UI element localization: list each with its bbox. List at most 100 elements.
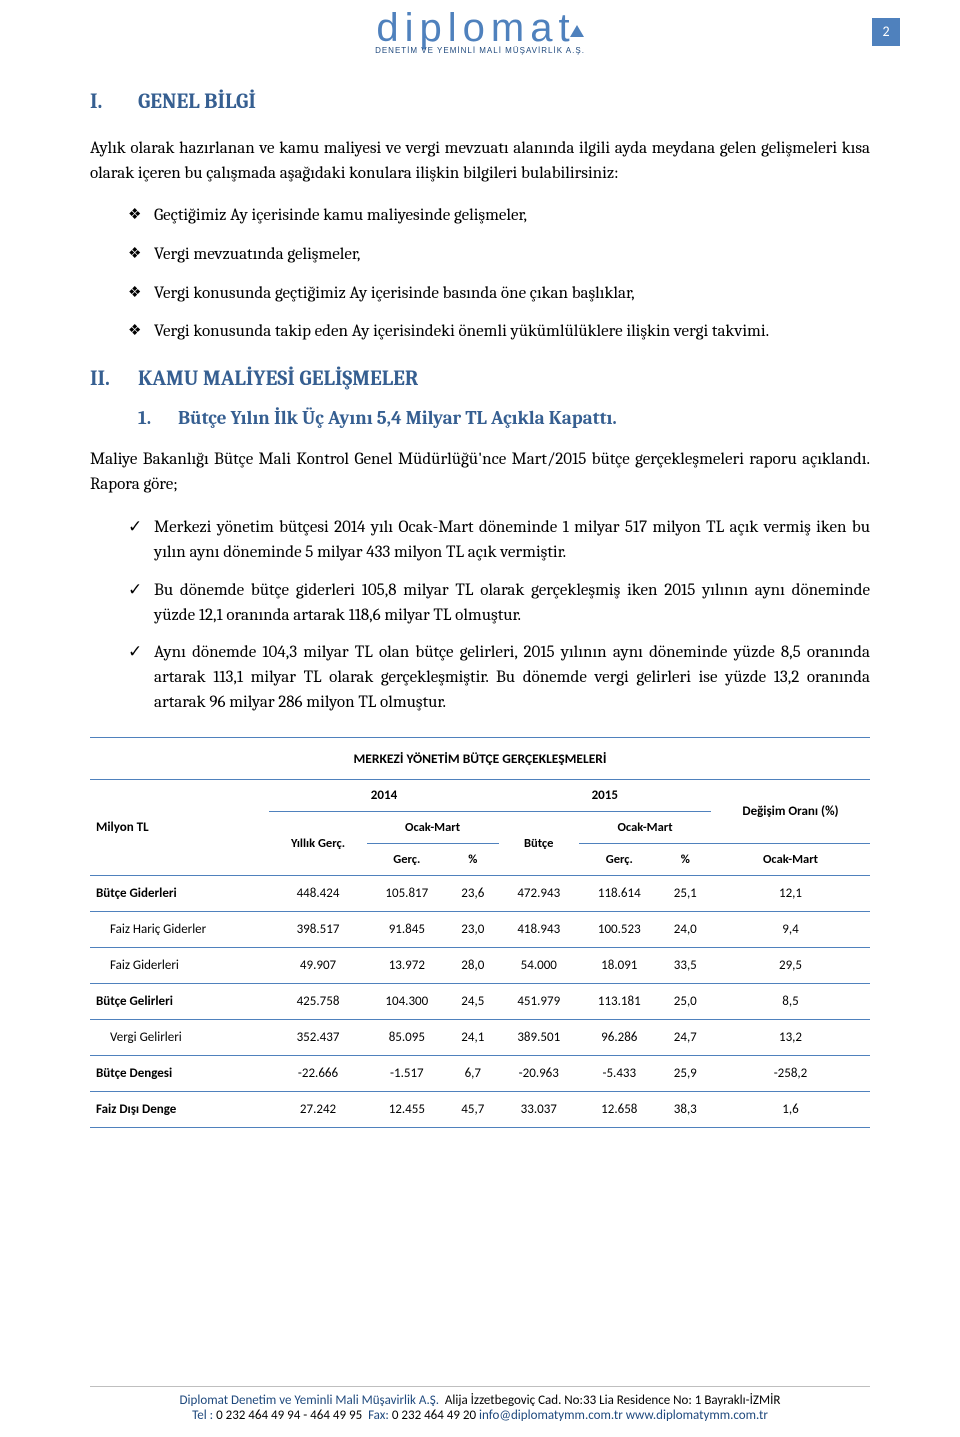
table-cell: 104.300 bbox=[367, 984, 448, 1020]
table-row-label: Vergi Gelirleri bbox=[90, 1020, 269, 1056]
table-cell: 24,7 bbox=[660, 1020, 711, 1056]
table-unit: Milyon TL bbox=[90, 780, 269, 876]
diamond-icon: ❖ bbox=[128, 243, 154, 265]
table-cell: 45,7 bbox=[447, 1092, 498, 1128]
footer-line-2: Tel : 0 232 464 49 94 - 464 49 95 Fax: 0… bbox=[0, 1408, 960, 1423]
section-1-number: I. bbox=[90, 90, 138, 114]
table-cell: 6,7 bbox=[447, 1056, 498, 1092]
table-row-label: Bütçe Giderleri bbox=[90, 876, 269, 912]
table-row: Bütçe Gelirleri425.758104.30024,5451.979… bbox=[90, 984, 870, 1020]
table-cell: 24,1 bbox=[447, 1020, 498, 1056]
table-col-gerc-2015: Gerç. bbox=[579, 844, 660, 876]
table-cell: 13,2 bbox=[711, 1020, 870, 1056]
logo-brand: diplomat bbox=[376, 8, 575, 48]
section-2-para: Maliye Bakanlığı Bütçe Mali Kontrol Gene… bbox=[90, 447, 870, 497]
table-cell: 12.455 bbox=[367, 1092, 448, 1128]
check-text: Bu dönemde bütçe giderleri 105,8 milyar … bbox=[154, 578, 870, 628]
table-cell: 418.943 bbox=[499, 912, 580, 948]
table-cell: 18.091 bbox=[579, 948, 660, 984]
table-row-label: Faiz Dışı Denge bbox=[90, 1092, 269, 1128]
table-cell: -5.433 bbox=[579, 1056, 660, 1092]
table-cell: 91.845 bbox=[367, 912, 448, 948]
table-cell: 27.242 bbox=[269, 1092, 366, 1128]
table-year-2014: 2014 bbox=[269, 780, 498, 812]
table-cell: 9,4 bbox=[711, 912, 870, 948]
table-cell: 389.501 bbox=[499, 1020, 580, 1056]
table-cell: 23,6 bbox=[447, 876, 498, 912]
table-row: Bütçe Giderleri448.424105.81723,6472.943… bbox=[90, 876, 870, 912]
table-year-2015: 2015 bbox=[499, 780, 711, 812]
table-cell: 113.181 bbox=[579, 984, 660, 1020]
table-cell: 1,6 bbox=[711, 1092, 870, 1128]
page-content: I.GENEL BİLGİ Aylık olarak hazırlanan ve… bbox=[90, 90, 870, 1128]
subsection-heading: 1.Bütçe Yılın İlk Üç Ayını 5,4 Milyar TL… bbox=[138, 407, 870, 429]
table-cell: 13.972 bbox=[367, 948, 448, 984]
check-list: ✓Merkezi yönetim bütçesi 2014 yılı Ocak-… bbox=[128, 515, 870, 715]
table-cell: 451.979 bbox=[499, 984, 580, 1020]
section-1-heading: I.GENEL BİLGİ bbox=[90, 90, 870, 114]
subsection-title: Bütçe Yılın İlk Üç Ayını 5,4 Milyar TL A… bbox=[178, 407, 617, 429]
budget-table: MERKEZİ YÖNETİM BÜTÇE GERÇEKLEŞMELERİ Mi… bbox=[90, 737, 870, 1128]
table-cell: 12,1 bbox=[711, 876, 870, 912]
table-cell: 12.658 bbox=[579, 1092, 660, 1128]
table-cell: 8,5 bbox=[711, 984, 870, 1020]
table-cell: 29,5 bbox=[711, 948, 870, 984]
check-text: Aynı dönemde 104,3 milyar TL olan bütçe … bbox=[154, 640, 870, 715]
footer-rule bbox=[90, 1386, 870, 1387]
table-cell: 24,0 bbox=[660, 912, 711, 948]
table-cell: 448.424 bbox=[269, 876, 366, 912]
logo: diplomat DENETİM VE YEMİNLİ MALİ MÜŞAVİR… bbox=[270, 8, 690, 55]
table-cell: 425.758 bbox=[269, 984, 366, 1020]
table-cell: 33.037 bbox=[499, 1092, 580, 1128]
bullet-item: ❖Geçtiğimiz Ay içerisinde kamu maliyesin… bbox=[128, 204, 870, 229]
logo-caret-icon bbox=[570, 25, 584, 37]
table-row-label: Faiz Hariç Giderler bbox=[90, 912, 269, 948]
check-item: ✓Bu dönemde bütçe giderleri 105,8 milyar… bbox=[128, 578, 870, 628]
table-col-yillik: Yıllık Gerç. bbox=[269, 812, 366, 876]
table-cell: 472.943 bbox=[499, 876, 580, 912]
table-col-gerc-2014: Gerç. bbox=[367, 844, 448, 876]
table-row: Faiz Hariç Giderler398.51791.84523,0418.… bbox=[90, 912, 870, 948]
footer-web: www.diplomatymm.com.tr bbox=[626, 1408, 768, 1423]
table-col-ocakmart-2015: Ocak-Mart bbox=[579, 812, 711, 844]
section-1-title: GENEL BİLGİ bbox=[138, 90, 256, 114]
footer-company: Diplomat Denetim ve Yeminli Mali Müşavir… bbox=[180, 1393, 439, 1408]
section-2-number: II. bbox=[90, 367, 138, 391]
footer-tel: 0 232 464 49 94 - 464 49 95 bbox=[216, 1408, 362, 1423]
bullet-text: Vergi mevzuatında gelişmeler, bbox=[154, 243, 870, 268]
table-col-pct-2015: % bbox=[660, 844, 711, 876]
table-cell: 33,5 bbox=[660, 948, 711, 984]
table-row-label: Bütçe Dengesi bbox=[90, 1056, 269, 1092]
table-row: Faiz Dışı Denge27.24212.45545,733.03712.… bbox=[90, 1092, 870, 1128]
table-header-row-1: Milyon TL 2014 2015 Değişim Oranı (%) bbox=[90, 780, 870, 812]
check-icon: ✓ bbox=[128, 515, 154, 540]
table-row-label: Bütçe Gelirleri bbox=[90, 984, 269, 1020]
bullet-item: ❖ Vergi mevzuatında gelişmeler, bbox=[128, 243, 870, 268]
table-title-row: MERKEZİ YÖNETİM BÜTÇE GERÇEKLEŞMELERİ bbox=[90, 738, 870, 780]
footer-fax-label: Fax: bbox=[368, 1408, 389, 1423]
table-cell: -20.963 bbox=[499, 1056, 580, 1092]
table-cell: -1.517 bbox=[367, 1056, 448, 1092]
check-icon: ✓ bbox=[128, 640, 154, 665]
section-1-bullets: ❖Geçtiğimiz Ay içerisinde kamu maliyesin… bbox=[128, 204, 870, 345]
footer-line-1: Diplomat Denetim ve Yeminli Mali Müşavir… bbox=[0, 1393, 960, 1408]
footer-fax: 0 232 464 49 20 bbox=[392, 1408, 476, 1423]
table-cell: 25,0 bbox=[660, 984, 711, 1020]
table-cell: 100.523 bbox=[579, 912, 660, 948]
table-col-pct-2014: % bbox=[447, 844, 498, 876]
check-icon: ✓ bbox=[128, 578, 154, 603]
bullet-text: Geçtiğimiz Ay içerisinde kamu maliyesind… bbox=[154, 204, 870, 229]
table-cell: -22.666 bbox=[269, 1056, 366, 1092]
section-1-intro: Aylık olarak hazırlanan ve kamu maliyesi… bbox=[90, 136, 870, 186]
check-text: Merkezi yönetim bütçesi 2014 yılı Ocak-M… bbox=[154, 515, 870, 565]
table-cell: 118.614 bbox=[579, 876, 660, 912]
logo-subtitle: DENETİM VE YEMİNLİ MALİ MÜŞAVİRLİK A.Ş. bbox=[270, 46, 690, 55]
table-col-butce: Bütçe bbox=[499, 812, 580, 876]
table-cell: 398.517 bbox=[269, 912, 366, 948]
footer-tel-label: Tel : bbox=[192, 1408, 213, 1423]
bullet-text: Vergi konusunda takip eden Ay içerisinde… bbox=[154, 320, 870, 345]
table-cell: 96.286 bbox=[579, 1020, 660, 1056]
table-cell: 105.817 bbox=[367, 876, 448, 912]
table-row: Vergi Gelirleri352.43785.09524,1389.5019… bbox=[90, 1020, 870, 1056]
check-item: ✓Aynı dönemde 104,3 milyar TL olan bütçe… bbox=[128, 640, 870, 715]
